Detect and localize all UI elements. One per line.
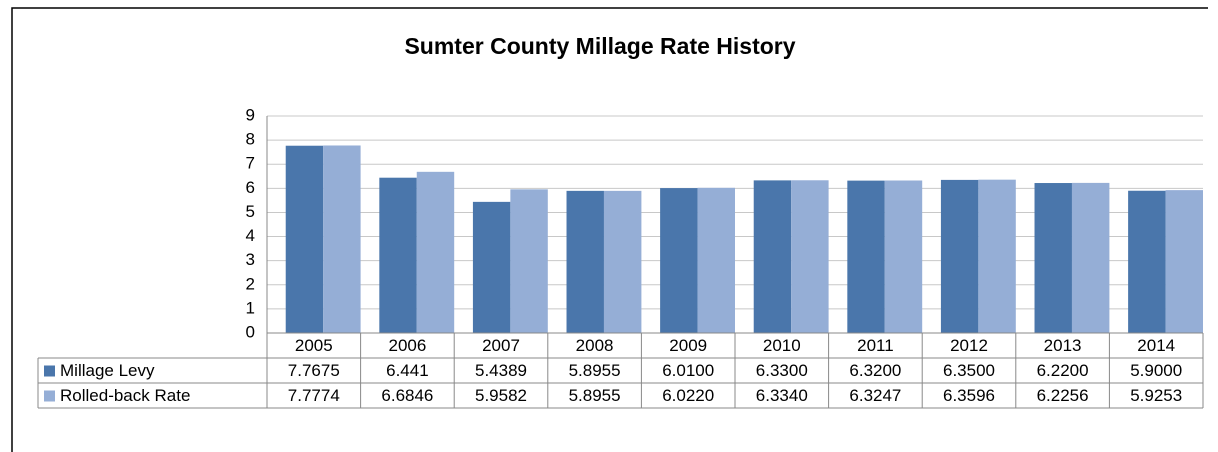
- table-value: 7.7675: [288, 361, 340, 380]
- bar: [323, 145, 361, 333]
- legend-label: Rolled-back Rate: [60, 386, 190, 405]
- table-value: 6.3300: [756, 361, 808, 380]
- bar: [940, 179, 979, 333]
- bar: [416, 171, 455, 333]
- bar: [978, 179, 1016, 333]
- bar: [697, 187, 735, 333]
- table-value: 5.9000: [1130, 361, 1182, 380]
- y-tick-label: 7: [246, 154, 255, 173]
- x-tick-label: 2013: [1044, 336, 1082, 355]
- bar: [379, 177, 417, 333]
- bar: [603, 190, 642, 333]
- x-tick-label: 2008: [576, 336, 614, 355]
- y-tick-label: 1: [246, 298, 255, 317]
- bar: [1071, 182, 1110, 333]
- chart-title: Sumter County Millage Rate History: [404, 33, 795, 59]
- legend-key: [44, 390, 55, 402]
- y-tick-label: 6: [246, 178, 255, 197]
- table-value: 6.0220: [662, 386, 714, 405]
- y-tick-label: 9: [246, 105, 255, 124]
- table-value: 6.2256: [1037, 386, 1089, 405]
- bar: [1034, 183, 1072, 333]
- table-value: 6.3247: [849, 386, 901, 405]
- bar: [1128, 190, 1166, 333]
- table-value: 6.0100: [662, 361, 714, 380]
- x-tick-label: 2011: [857, 336, 894, 355]
- table-value: 6.3200: [849, 361, 901, 380]
- table-value: 5.8955: [569, 386, 621, 405]
- x-tick-label: 2014: [1137, 336, 1175, 355]
- x-tick-label: 2006: [388, 336, 426, 355]
- x-tick-label: 2005: [295, 336, 333, 355]
- bar: [847, 180, 885, 333]
- table-value: 6.6846: [381, 386, 433, 405]
- y-tick-label: 2: [246, 274, 255, 293]
- x-tick-label: 2010: [763, 336, 801, 355]
- y-tick-label: 8: [246, 130, 255, 149]
- y-tick-label: 5: [246, 202, 255, 221]
- bar: [1165, 190, 1203, 333]
- y-tick-label: 4: [246, 226, 255, 245]
- bar: [660, 188, 698, 333]
- table-value: 7.7774: [288, 386, 340, 405]
- legend-label: Millage Levy: [60, 361, 155, 380]
- x-tick-label: 2007: [482, 336, 520, 355]
- bar: [753, 180, 792, 333]
- table-value: 5.4389: [475, 361, 527, 380]
- bar: [884, 180, 923, 333]
- bar: [285, 145, 324, 333]
- y-tick-label: 3: [246, 250, 255, 269]
- bar: [566, 190, 604, 333]
- table-value: 6.3340: [756, 386, 808, 405]
- frame: [11, 7, 1208, 452]
- table-value: 5.8955: [569, 361, 621, 380]
- bar: [472, 201, 511, 333]
- legend-key: [44, 365, 55, 377]
- x-tick-label: 2012: [950, 336, 988, 355]
- bar: [791, 180, 829, 333]
- x-tick-label: 2009: [669, 336, 707, 355]
- table-value: 5.9582: [475, 386, 527, 405]
- y-tick-label: 0: [246, 322, 255, 341]
- table-value: 5.9253: [1130, 386, 1182, 405]
- bar: [510, 189, 548, 333]
- table-value: 6.2200: [1037, 361, 1089, 380]
- table-value: 6.3500: [943, 361, 995, 380]
- table-value: 6.441: [386, 361, 429, 380]
- table-value: 6.3596: [943, 386, 995, 405]
